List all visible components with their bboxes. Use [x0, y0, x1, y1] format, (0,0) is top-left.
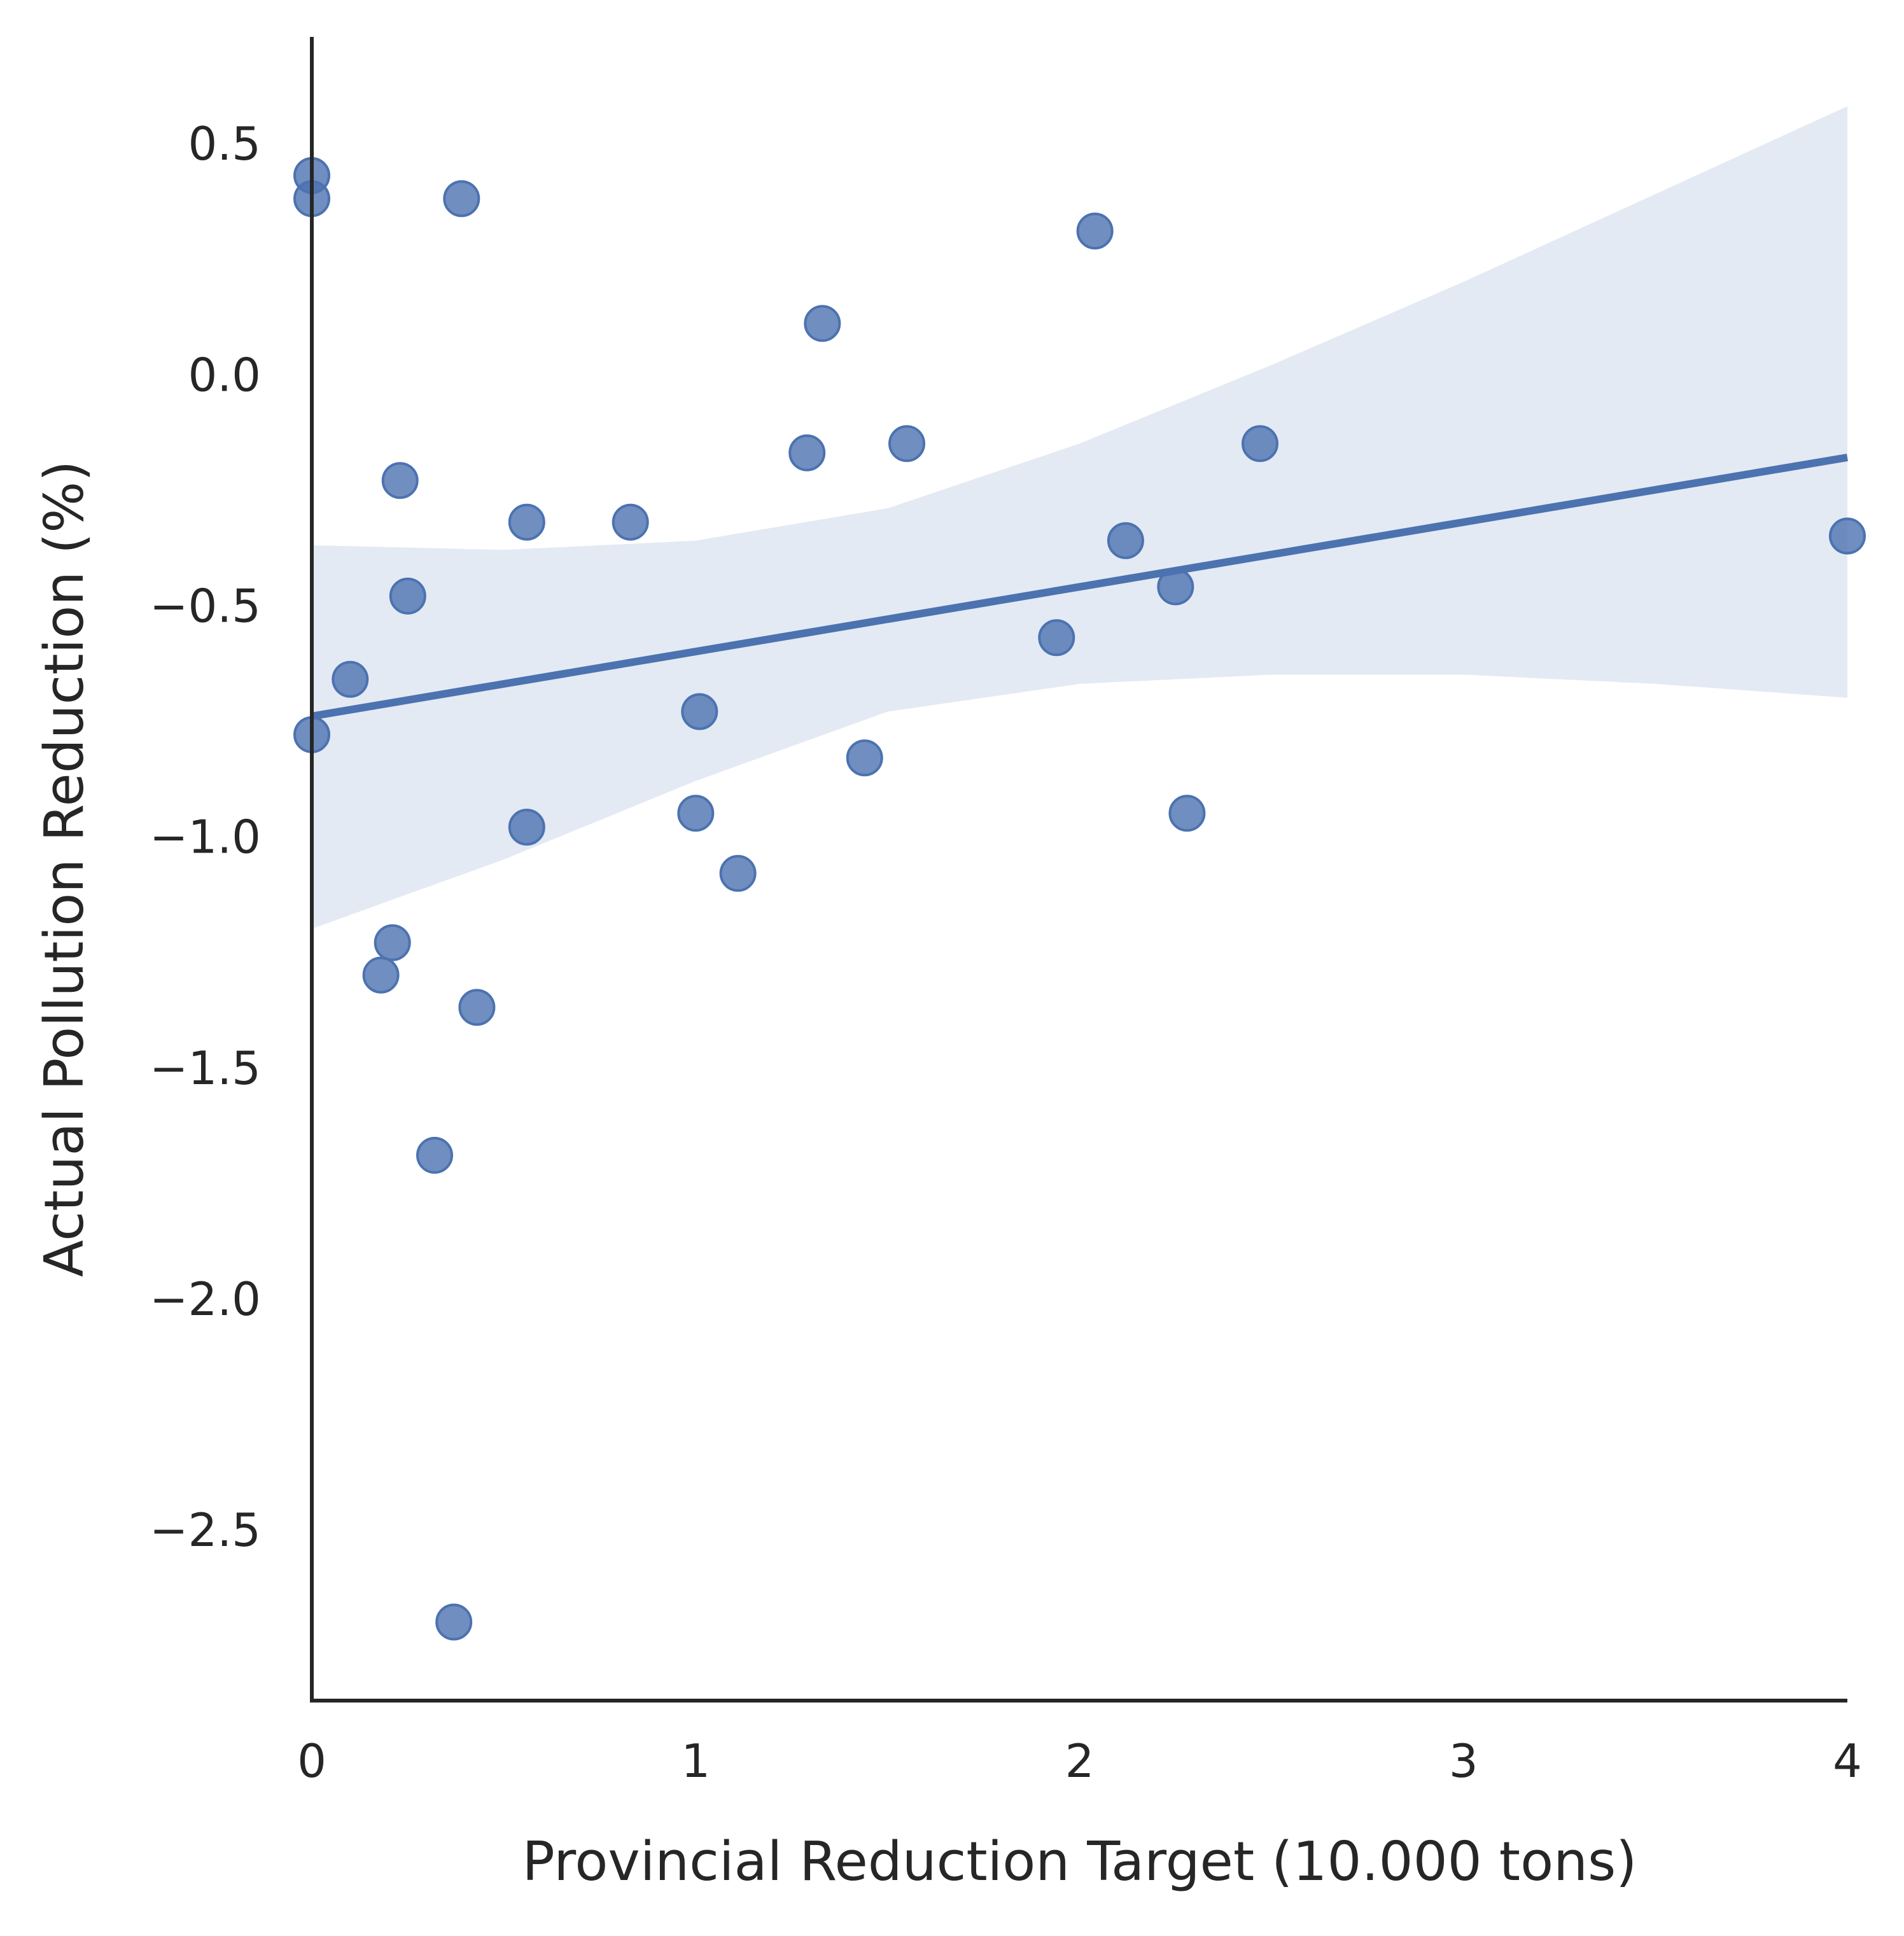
- data-point: [612, 503, 649, 541]
- data-point: [332, 660, 369, 698]
- data-point: [1168, 795, 1206, 832]
- data-point: [719, 854, 757, 892]
- data-point: [1242, 425, 1278, 463]
- y-tick-label: −2.5: [150, 1503, 261, 1557]
- x-tick-label: 1: [681, 1734, 710, 1788]
- data-point: [1076, 212, 1114, 250]
- y-tick-label: 0.5: [188, 117, 261, 171]
- y-tick-labels: 0.5 0.0 −0.5 −1.0 −1.5 −2.0 −2.5: [150, 117, 261, 1557]
- data-point: [362, 956, 400, 994]
- data-point: [1829, 517, 1866, 555]
- data-point: [888, 425, 925, 463]
- data-point: [1038, 619, 1075, 657]
- data-point: [416, 1136, 453, 1174]
- data-point: [1107, 522, 1144, 559]
- data-point: [681, 693, 718, 730]
- data-point: [374, 924, 411, 961]
- data-point: [508, 503, 545, 541]
- data-point: [1157, 568, 1194, 606]
- y-axis-label: Actual Pollution Reduction (%): [33, 461, 96, 1278]
- y-tick-label: −1.0: [150, 811, 261, 864]
- y-tick-label: 0.0: [188, 348, 261, 401]
- data-point: [677, 795, 715, 832]
- regression-line-layer: [311, 454, 1848, 720]
- y-tick-label: −2.0: [150, 1272, 261, 1326]
- axes: [310, 37, 1847, 1703]
- x-tick-labels: 0 1 2 3 4: [297, 1734, 1862, 1788]
- data-point: [788, 434, 826, 471]
- x-tick-label: 0: [297, 1734, 326, 1788]
- data-point: [435, 1603, 473, 1641]
- data-point: [458, 989, 496, 1026]
- data-point: [389, 577, 426, 615]
- data-point: [508, 809, 545, 846]
- y-tick-label: −1.5: [150, 1041, 261, 1095]
- x-tick-label: 4: [1833, 1734, 1862, 1788]
- data-point: [804, 305, 841, 342]
- regression-line: [311, 454, 1848, 720]
- data-point: [381, 462, 419, 499]
- x-axis-label: Provincial Reduction Target (10.000 tons…: [522, 1830, 1637, 1893]
- x-tick-label: 3: [1449, 1734, 1478, 1788]
- data-point: [846, 739, 883, 777]
- x-tick-label: 2: [1065, 1734, 1095, 1788]
- data-point: [443, 180, 480, 218]
- y-tick-label: −0.5: [150, 579, 261, 632]
